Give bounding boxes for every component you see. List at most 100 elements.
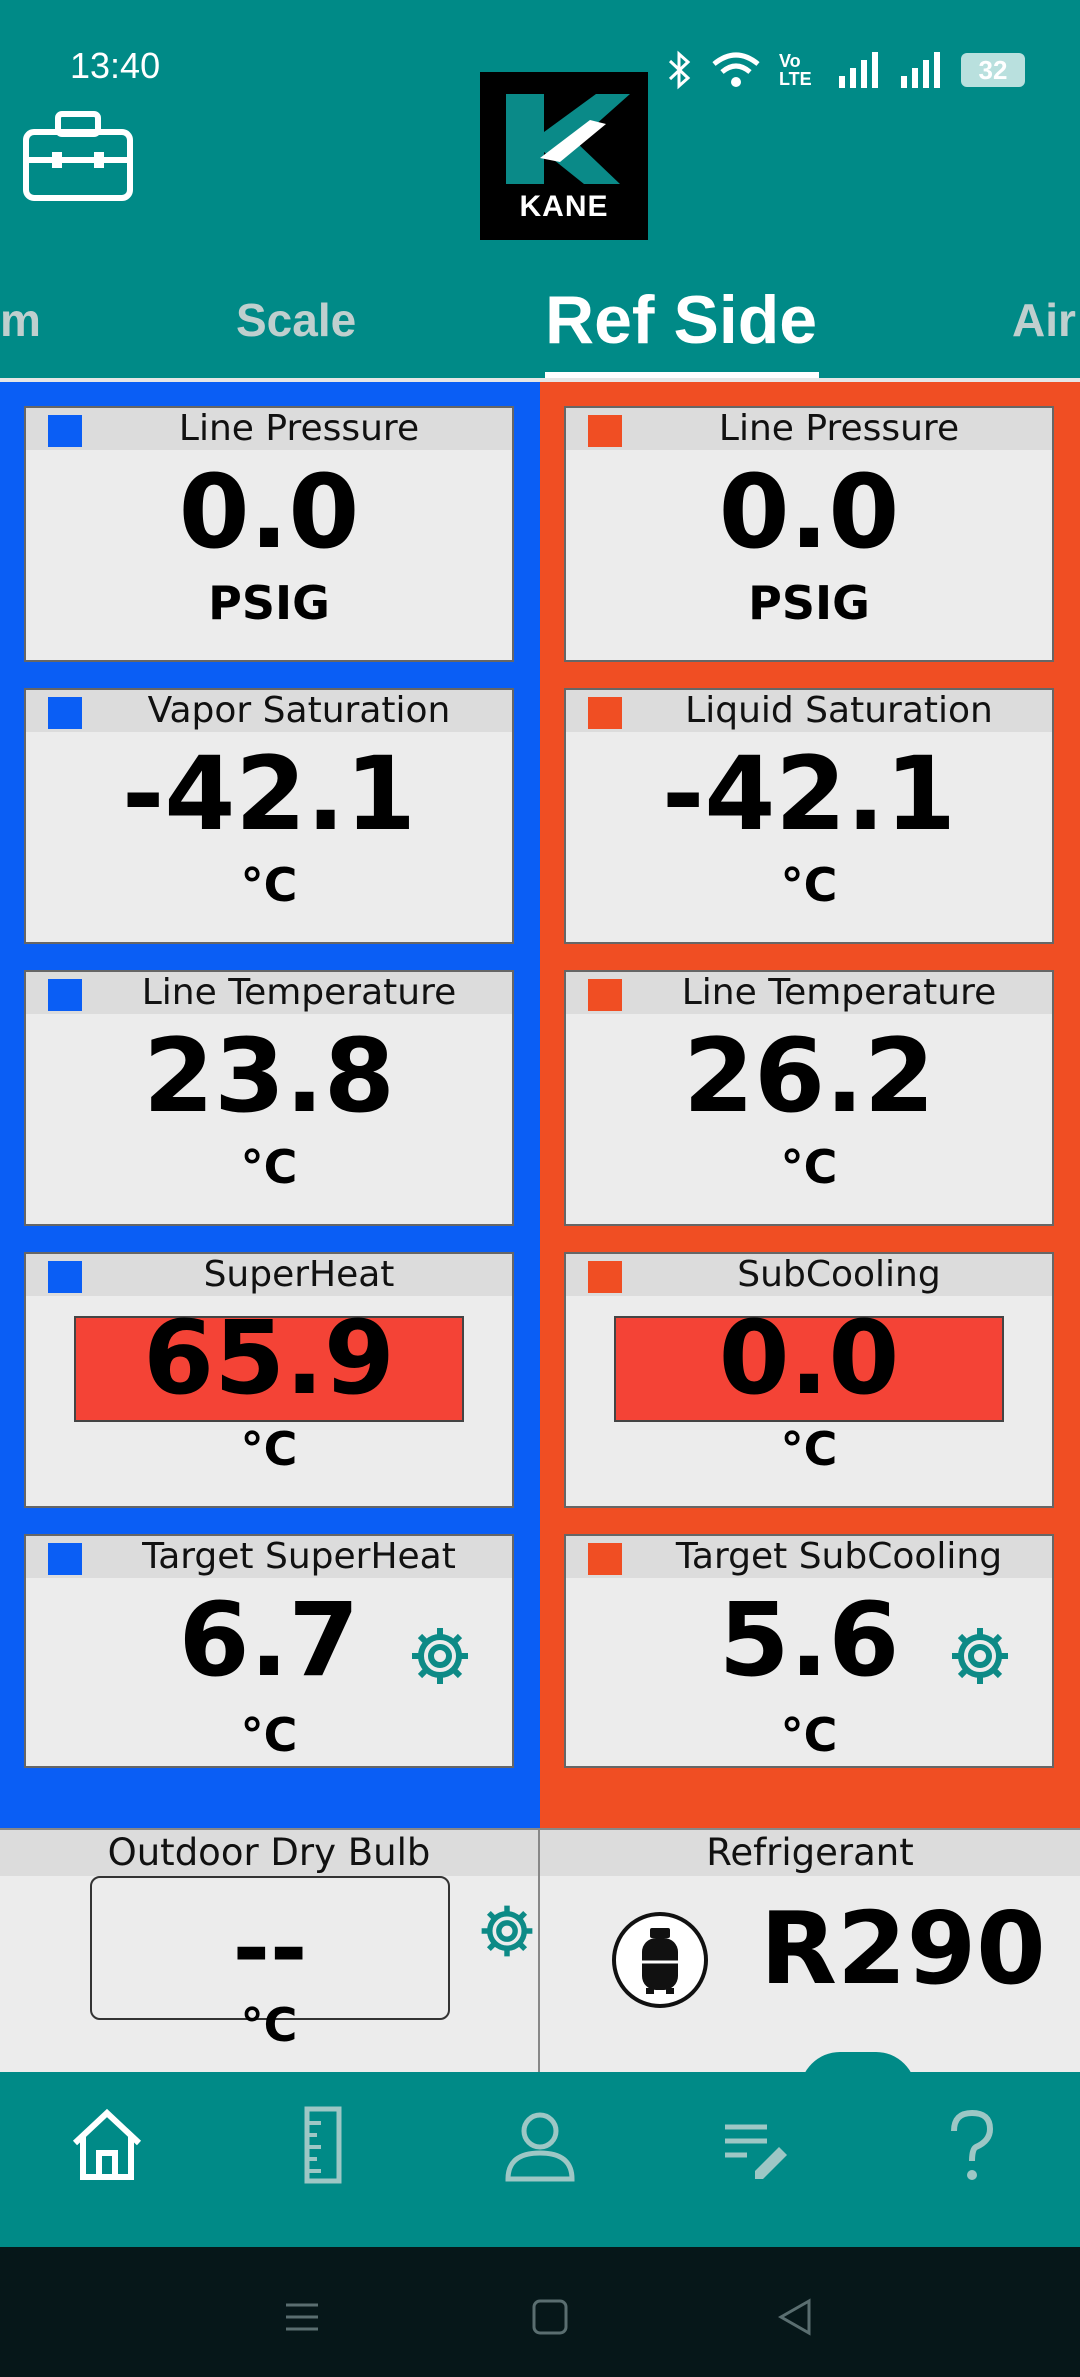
refrigerant-value: R290 <box>760 1890 1046 2007</box>
kane-logo: KANE <box>480 72 648 240</box>
alert-highlight <box>74 1316 464 1422</box>
gear-icon[interactable] <box>478 1902 536 1960</box>
card-line-pressure-left[interactable]: Line Pressure 0.0 PSIG <box>24 406 514 662</box>
card-target-superheat[interactable]: Target SuperHeat 6.7 °C <box>24 1534 514 1768</box>
card-value: 65.9 <box>143 1299 395 1418</box>
liquid-side-panel: Line Pressure 0.0 PSIG Liquid Saturation… <box>540 382 1080 1828</box>
color-marker <box>48 1261 82 1293</box>
color-marker <box>588 415 622 447</box>
card-unit: °C <box>240 1140 298 1194</box>
outdoor-title: Outdoor Dry Bulb <box>0 1830 538 1876</box>
card-value: 26.2 <box>683 1017 935 1136</box>
signal-icon-2 <box>901 52 940 88</box>
card-header <box>566 1254 1052 1296</box>
card-value: -42.1 <box>122 735 416 854</box>
color-marker <box>48 979 82 1011</box>
outdoor-unit: °C <box>240 1998 298 2052</box>
card-title: Line Temperature <box>681 972 997 1013</box>
refrigerant-title: Refrigerant <box>540 1830 1080 1876</box>
color-marker <box>48 697 82 729</box>
card-title: Liquid Saturation <box>685 690 993 731</box>
card-value: 0.0 <box>178 453 360 572</box>
card-value: 0.0 <box>718 453 900 572</box>
back-icon[interactable] <box>765 2287 825 2347</box>
tab-partial-left[interactable]: m <box>0 294 41 346</box>
card-title: Target SubCooling <box>675 1536 1003 1577</box>
help-icon[interactable] <box>917 2090 1027 2200</box>
card-line-temperature-left[interactable]: Line Temperature 23.8 °C <box>24 970 514 1226</box>
home-square-icon[interactable] <box>520 2287 580 2347</box>
card-unit: °C <box>240 858 298 912</box>
card-subcooling[interactable]: SubCooling 0.0 °C <box>564 1252 1054 1508</box>
card-header <box>26 972 512 1014</box>
battery-indicator: 32 <box>961 53 1025 87</box>
active-tab-indicator <box>545 372 819 378</box>
home-icon[interactable] <box>52 2090 162 2200</box>
card-header <box>566 408 1052 450</box>
card-header <box>26 1536 512 1578</box>
notes-icon[interactable] <box>700 2090 810 2200</box>
status-time: 13:40 <box>70 45 161 86</box>
suction-side-panel: Line Pressure 0.0 PSIG Vapor Saturation … <box>0 382 540 1828</box>
color-marker <box>48 415 82 447</box>
card-line-temperature-right[interactable]: Line Temperature 26.2 °C <box>564 970 1054 1226</box>
card-title: SubCooling <box>737 1254 941 1295</box>
card-value: 23.8 <box>143 1017 395 1136</box>
gear-icon[interactable] <box>948 1624 1012 1688</box>
ruler-icon[interactable] <box>268 2090 378 2200</box>
card-line-pressure-right[interactable]: Line Pressure 0.0 PSIG <box>564 406 1054 662</box>
volte-label: Vo LTE <box>779 51 812 89</box>
color-marker <box>588 979 622 1011</box>
card-value: -42.1 <box>662 735 956 854</box>
tab-scale[interactable]: Scale <box>236 294 357 346</box>
card-vapor-saturation[interactable]: Vapor Saturation -42.1 °C <box>24 688 514 944</box>
card-header <box>26 690 512 732</box>
card-value: 0.0 <box>718 1299 900 1418</box>
card-liquid-saturation[interactable]: Liquid Saturation -42.1 °C <box>564 688 1054 944</box>
tab-bar: m Scale Ref Side Air <box>0 270 1080 380</box>
card-superheat[interactable]: SuperHeat 65.9 °C <box>24 1252 514 1508</box>
color-marker <box>588 697 622 729</box>
card-title: SuperHeat <box>203 1254 395 1295</box>
alert-highlight <box>614 1316 1004 1422</box>
card-unit: °C <box>780 858 838 912</box>
card-title: Target SuperHeat <box>142 1536 456 1577</box>
card-title: Vapor Saturation <box>147 690 451 731</box>
card-target-subcooling[interactable]: Target SubCooling 5.6 °C <box>564 1534 1054 1768</box>
refrigerant-panel[interactable]: Refrigerant R290 <box>540 1828 1080 2072</box>
color-marker <box>48 1543 82 1575</box>
menu-icon[interactable] <box>272 2287 332 2347</box>
divider <box>0 378 1080 382</box>
app-header: 13:40 Vo LTE 32 KANE <box>0 0 1080 380</box>
card-unit: °C <box>240 1708 298 1762</box>
outdoor-value-field[interactable]: -- <box>90 1876 450 2020</box>
card-header <box>26 408 512 450</box>
card-title: Line Pressure <box>178 408 420 449</box>
gas-cylinder-icon <box>612 1912 708 2008</box>
card-title: Line Temperature <box>141 972 457 1013</box>
card-unit: PSIG <box>208 576 330 630</box>
card-title: Line Pressure <box>718 408 960 449</box>
card-header <box>26 1254 512 1296</box>
gear-icon[interactable] <box>408 1624 472 1688</box>
tab-air[interactable]: Air <box>1012 294 1076 346</box>
wifi-icon <box>712 52 760 87</box>
card-unit: °C <box>780 1422 838 1476</box>
card-unit: °C <box>780 1708 838 1762</box>
card-header <box>566 1536 1052 1578</box>
logo-wordmark: KANE <box>519 190 609 223</box>
tab-ref-side[interactable]: Ref Side <box>545 282 818 358</box>
user-icon[interactable] <box>485 2090 595 2200</box>
outdoor-dry-bulb-panel: Outdoor Dry Bulb -- °C <box>0 1828 540 2072</box>
toolbox-icon[interactable] <box>22 108 134 204</box>
bluetooth-icon <box>668 50 691 90</box>
card-header <box>566 690 1052 732</box>
card-unit: PSIG <box>748 576 870 630</box>
color-marker <box>588 1261 622 1293</box>
signal-icon <box>839 52 878 88</box>
color-marker <box>588 1543 622 1575</box>
card-unit: °C <box>780 1140 838 1194</box>
card-value: 5.6 <box>718 1581 900 1700</box>
system-navigation-bar <box>0 2247 1080 2377</box>
card-unit: °C <box>240 1422 298 1476</box>
